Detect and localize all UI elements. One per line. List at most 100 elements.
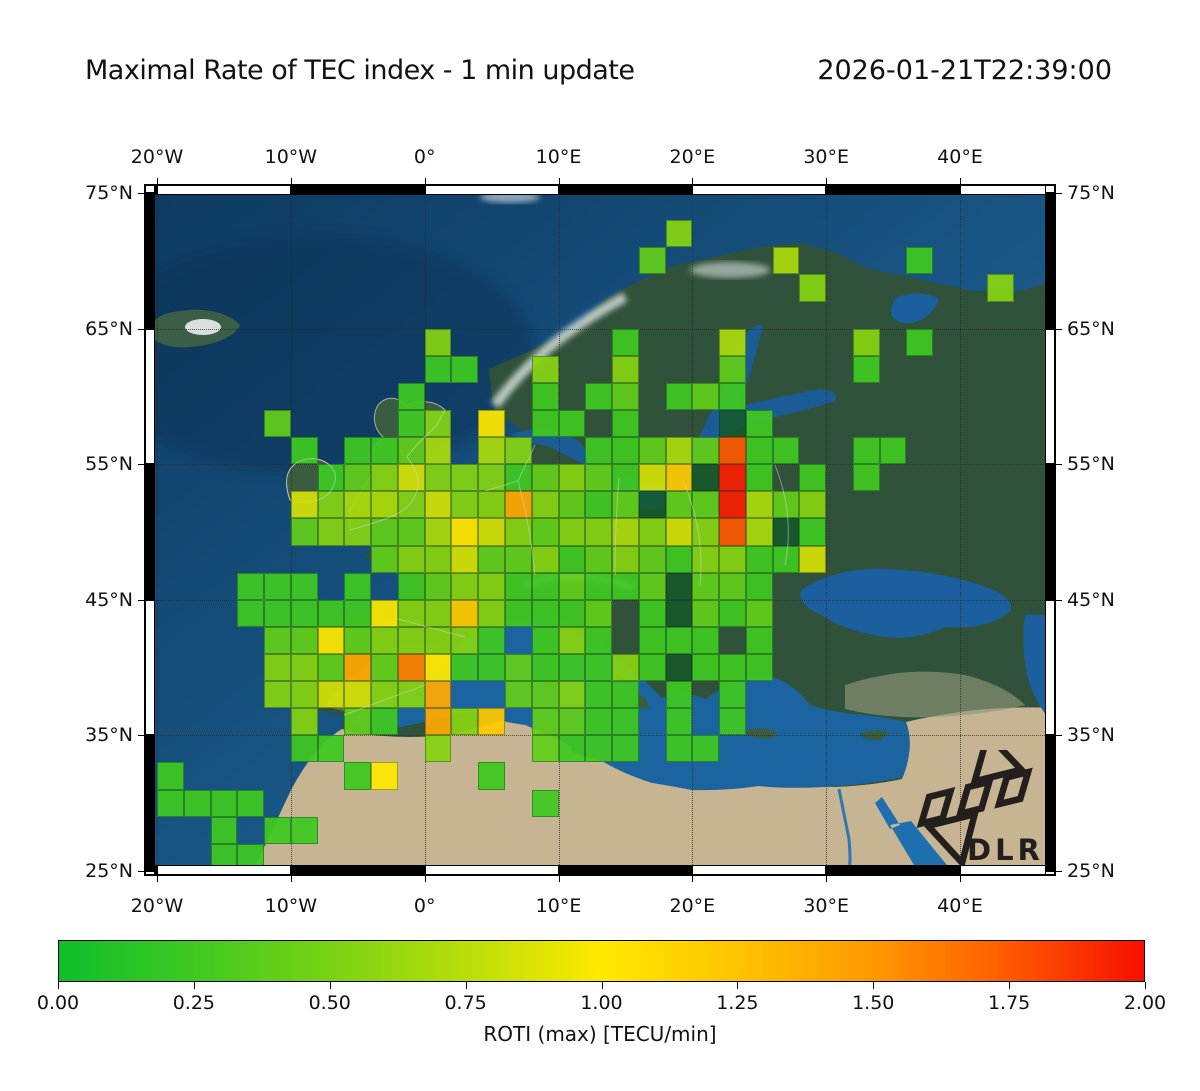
roti-cell (719, 545, 746, 573)
map-frame-segment (826, 865, 960, 875)
roti-cell (638, 518, 666, 546)
roti-cell (397, 382, 425, 411)
roti-cell (745, 599, 773, 627)
map-frame-segment (1045, 193, 1055, 329)
roti-cell (531, 789, 559, 817)
roti-cell (638, 654, 666, 682)
roti-cell (558, 681, 586, 709)
gridline (157, 185, 159, 875)
roti-cell (772, 247, 800, 275)
roti-cell (397, 545, 425, 573)
roti-cell (371, 681, 398, 709)
roti-cell (745, 437, 773, 465)
roti-cell (264, 410, 291, 438)
roti-cell (290, 735, 318, 763)
roti-cell (638, 599, 666, 627)
lat-tick-label: 25°N (85, 859, 133, 882)
roti-cell (585, 464, 613, 492)
roti-cell (719, 437, 746, 465)
roti-cell (424, 410, 452, 438)
roti-cell (451, 708, 479, 736)
scandes-snow (491, 292, 628, 409)
roti-cell (612, 355, 639, 383)
roti-cell (612, 382, 639, 411)
lat-tick-label: 35°N (1067, 724, 1115, 747)
roti-cell (665, 220, 693, 248)
roti-cell (665, 654, 693, 682)
roti-cell (879, 437, 907, 465)
roti-cell (531, 491, 559, 519)
roti-cell (692, 545, 720, 573)
roti-cell (424, 464, 452, 492)
roti-cell (558, 735, 586, 763)
roti-cell (852, 464, 880, 492)
roti-cell (424, 437, 452, 465)
roti-cell (424, 572, 452, 600)
roti-cell (478, 599, 505, 627)
roti-cell (317, 599, 345, 627)
lon-tick-label: 0° (413, 146, 436, 168)
lat-tick-label: 65°N (1067, 317, 1115, 340)
roti-cell (692, 464, 720, 492)
roti-cell (264, 626, 291, 655)
roti-cell (745, 572, 773, 600)
roti-cell (451, 355, 479, 383)
roti-cell (451, 572, 479, 600)
roti-cell (290, 491, 318, 519)
roti-cell (612, 681, 639, 709)
map-frame-segment (424, 865, 559, 875)
roti-cell (504, 681, 532, 709)
roti-cell (344, 654, 372, 682)
roti-cell (719, 328, 746, 356)
axis-tick (138, 599, 145, 601)
roti-cell (237, 572, 265, 600)
lon-tick-label: 30°E (803, 895, 849, 917)
colorbar-tick (1009, 982, 1011, 989)
roti-cell (424, 681, 452, 709)
roti-cell (852, 355, 880, 383)
roti-cell (397, 491, 425, 519)
cloud (690, 262, 770, 278)
roti-cell (772, 491, 800, 519)
axis-tick (1055, 735, 1062, 737)
roti-cell (772, 545, 800, 573)
roti-cell (719, 572, 746, 600)
roti-cell (745, 518, 773, 546)
lon-tick-label: 10°E (535, 146, 582, 168)
roti-cell (478, 654, 505, 682)
roti-cell (531, 382, 559, 411)
roti-cell (665, 491, 693, 519)
axis-tick (959, 875, 961, 882)
roti-cell (719, 518, 746, 546)
roti-cell (237, 599, 265, 627)
iceland-glacier (185, 319, 221, 335)
lat-tick-label: 25°N (1067, 859, 1115, 882)
roti-cell (585, 545, 613, 573)
roti-cell (424, 328, 452, 356)
roti-cell (638, 626, 666, 655)
roti-cell (745, 626, 773, 655)
roti-cell (612, 708, 639, 736)
roti-cell (585, 735, 613, 763)
roti-cell (371, 437, 398, 465)
lat-tick-label: 55°N (1067, 453, 1115, 476)
roti-cell (558, 599, 586, 627)
roti-cell (371, 708, 398, 736)
roti-cell (692, 491, 720, 519)
roti-cell (397, 464, 425, 492)
roti-cell (451, 464, 479, 492)
roti-cell (504, 464, 532, 492)
lon-tick-label: 10°E (535, 895, 582, 917)
colorbar-tick-label: 1.25 (716, 992, 759, 1014)
axis-tick (1055, 193, 1062, 195)
roti-cell (665, 681, 693, 709)
roti-cell (585, 572, 613, 600)
roti-cell (612, 735, 639, 763)
roti-cell (504, 599, 532, 627)
roti-cell (424, 518, 452, 546)
roti-cell (852, 328, 880, 356)
map-frame-segment (145, 193, 155, 329)
roti-cell (665, 599, 693, 627)
roti-cell (719, 681, 746, 709)
roti-cell (558, 491, 586, 519)
